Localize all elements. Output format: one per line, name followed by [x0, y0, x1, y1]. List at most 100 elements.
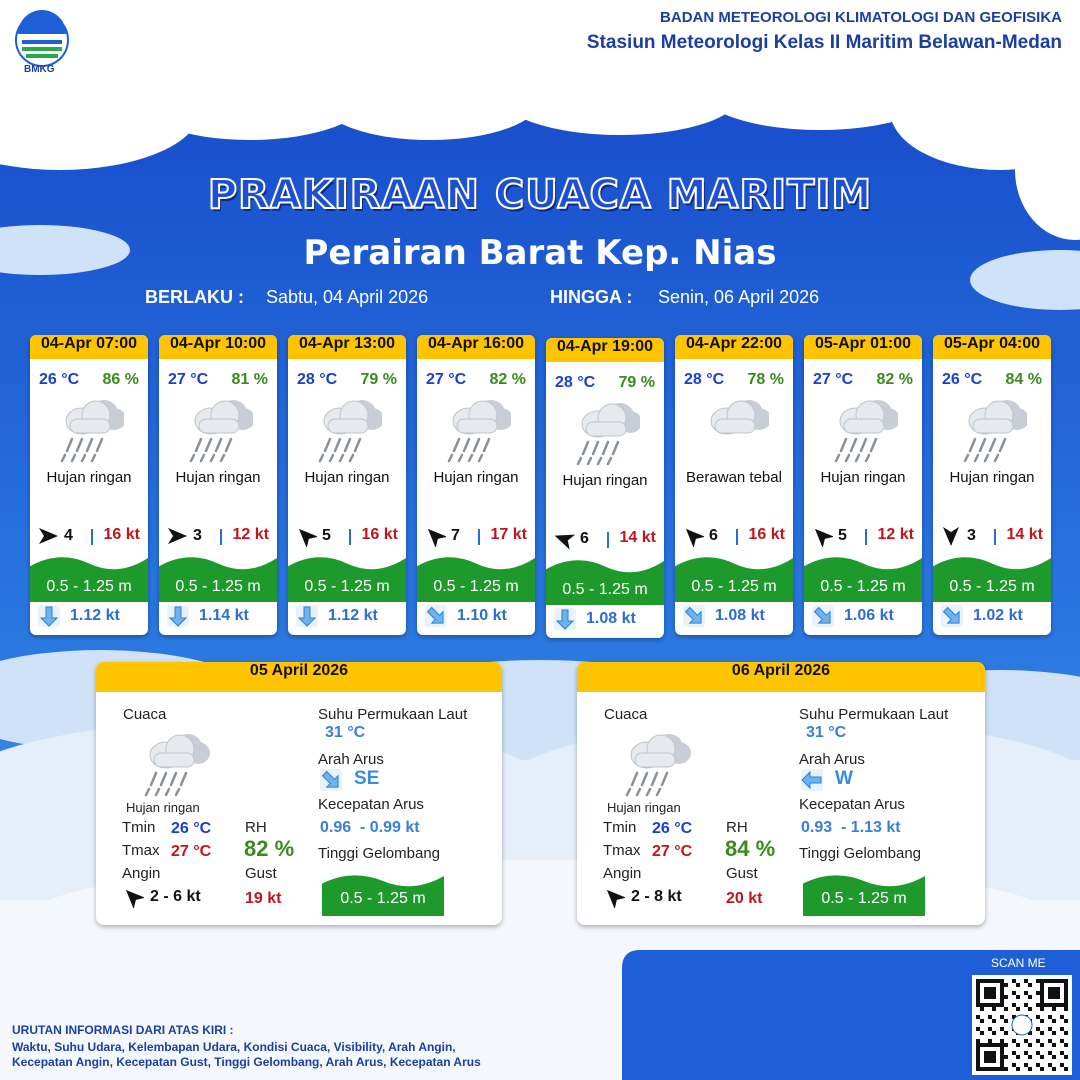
weather-icon	[144, 734, 210, 797]
wave-area	[804, 557, 922, 602]
rh-label: RH	[245, 819, 267, 836]
tmax: 27 °C	[652, 843, 693, 860]
card-temp: 28 °C	[297, 371, 338, 388]
card-wind: 5	[838, 527, 847, 544]
card-current: 1.06 kt	[844, 607, 894, 624]
daily-gust: 20 kt	[726, 890, 763, 907]
sst-label: Suhu Permukaan Laut	[799, 706, 949, 723]
current-dir: W	[835, 768, 853, 789]
card-wind: 4	[64, 527, 73, 544]
separator	[478, 529, 480, 545]
daily-weather: Hujan ringan	[126, 800, 200, 815]
card-current: 1.10 kt	[457, 607, 507, 624]
daily-weather: Hujan ringan	[607, 800, 681, 815]
card-time: 04-Apr 13:00	[288, 335, 406, 359]
legend-line: Kecepatan Angin, Kecepatan Gust, Tinggi …	[12, 1055, 481, 1069]
current-arrow	[683, 605, 705, 627]
weather-icon	[189, 400, 253, 463]
qr-code	[976, 979, 1068, 1071]
legend-line: Waktu, Suhu Udara, Kelembapan Udara, Kon…	[12, 1040, 456, 1054]
card-wave: 0.5 - 1.25 m	[304, 578, 390, 595]
current-arrow	[425, 605, 447, 627]
forecast-card: 05-Apr 01:00 27 °C 82 % Hujan ringan 5 12 kt 0…	[804, 335, 922, 635]
weather-icon	[710, 400, 769, 435]
current-arrow	[554, 608, 576, 630]
wave-label: Tinggi Gelombang	[318, 845, 441, 862]
current-speed: 0.93 - 1.13 kt	[801, 819, 901, 836]
card-gust: 16 kt	[748, 526, 785, 543]
wave-area	[675, 557, 793, 602]
daily-date: 06 April 2026	[577, 662, 985, 692]
card-wave: 0.5 - 1.25 m	[46, 578, 132, 595]
card-current: 1.02 kt	[973, 607, 1023, 624]
current-speed-label: Kecepatan Arus	[318, 796, 424, 813]
current-speed-label: Kecepatan Arus	[799, 796, 905, 813]
valid-to: Senin, 06 April 2026	[658, 287, 820, 307]
wind-arrow	[943, 527, 959, 546]
current-dir: SE	[354, 768, 380, 789]
current-arrow	[801, 769, 823, 791]
card-rh: 82 %	[489, 371, 526, 388]
card-temp: 27 °C	[426, 371, 467, 388]
wave-box	[803, 875, 925, 916]
wind-arrow	[298, 528, 317, 547]
weather-icon	[963, 400, 1027, 463]
card-wind: 7	[451, 527, 460, 544]
card-weather: Hujan ringan	[304, 469, 390, 486]
wave-area	[417, 557, 535, 602]
card-current: 1.08 kt	[715, 607, 765, 624]
card-current: 1.08 kt	[586, 610, 636, 627]
current-arrow	[941, 605, 963, 627]
card-gust: 17 kt	[490, 526, 527, 543]
current-arrow	[38, 605, 60, 627]
forecast-card: 05-Apr 04:00 26 °C 84 % Hujan ringan 3 14 kt 0…	[933, 335, 1051, 635]
current-dir-label: Arah Arus	[799, 751, 865, 768]
legend-title: URUTAN INFORMASI DARI ATAS KIRI :	[12, 1023, 234, 1037]
separator	[220, 529, 222, 545]
wind-arrow	[554, 534, 575, 550]
daily-date: 05 April 2026	[96, 662, 502, 692]
card-gust: 12 kt	[877, 526, 914, 543]
card-rh: 86 %	[102, 371, 139, 388]
sst: 31 °C	[806, 724, 847, 741]
tmax: 27 °C	[171, 843, 212, 860]
card-current: 1.14 kt	[199, 607, 249, 624]
rh-label: RH	[726, 819, 748, 836]
wind-arrow	[125, 889, 144, 908]
card-wave: 0.5 - 1.25 m	[562, 581, 648, 598]
separator	[91, 529, 93, 545]
card-gust: 16 kt	[361, 526, 398, 543]
forecast-card: 04-Apr 19:00 28 °C 79 % Hujan ringan 6 14 kt 0…	[546, 338, 664, 638]
card-weather: Hujan ringan	[820, 469, 906, 486]
weather-label: Cuaca	[604, 706, 648, 723]
wind-arrow	[814, 528, 833, 547]
sst: 31 °C	[325, 724, 366, 741]
current-speed: 0.96 - 0.99 kt	[320, 819, 420, 836]
wave-area	[159, 557, 277, 602]
card-weather: Hujan ringan	[949, 469, 1035, 486]
wave-area	[933, 557, 1051, 602]
card-temp: 28 °C	[555, 374, 596, 391]
card-weather: Berawan tebal	[686, 469, 782, 486]
card-time: 04-Apr 22:00	[675, 335, 793, 359]
card-weather: Hujan ringan	[175, 469, 261, 486]
current-arrow	[812, 605, 834, 627]
weather-icon	[625, 734, 691, 797]
current-arrow	[167, 605, 189, 627]
card-wind: 6	[580, 530, 589, 547]
wave-area	[30, 557, 148, 602]
card-temp: 26 °C	[942, 371, 983, 388]
card-wave: 0.5 - 1.25 m	[691, 578, 777, 595]
card-wave: 0.5 - 1.25 m	[820, 578, 906, 595]
card-rh: 79 %	[618, 374, 655, 391]
card-time: 04-Apr 07:00	[30, 335, 148, 359]
card-temp: 28 °C	[684, 371, 725, 388]
wind-label: Angin	[603, 865, 642, 882]
agency: BADAN METEOROLOGI KLIMATOLOGI DAN GEOFIS…	[660, 9, 1062, 26]
card-rh: 82 %	[876, 371, 913, 388]
daily-wind: 2 - 8 kt	[631, 888, 682, 905]
wave-box	[322, 875, 444, 916]
card-rh: 81 %	[231, 371, 268, 388]
card-rh: 78 %	[747, 371, 784, 388]
card-current: 1.12 kt	[328, 607, 378, 624]
